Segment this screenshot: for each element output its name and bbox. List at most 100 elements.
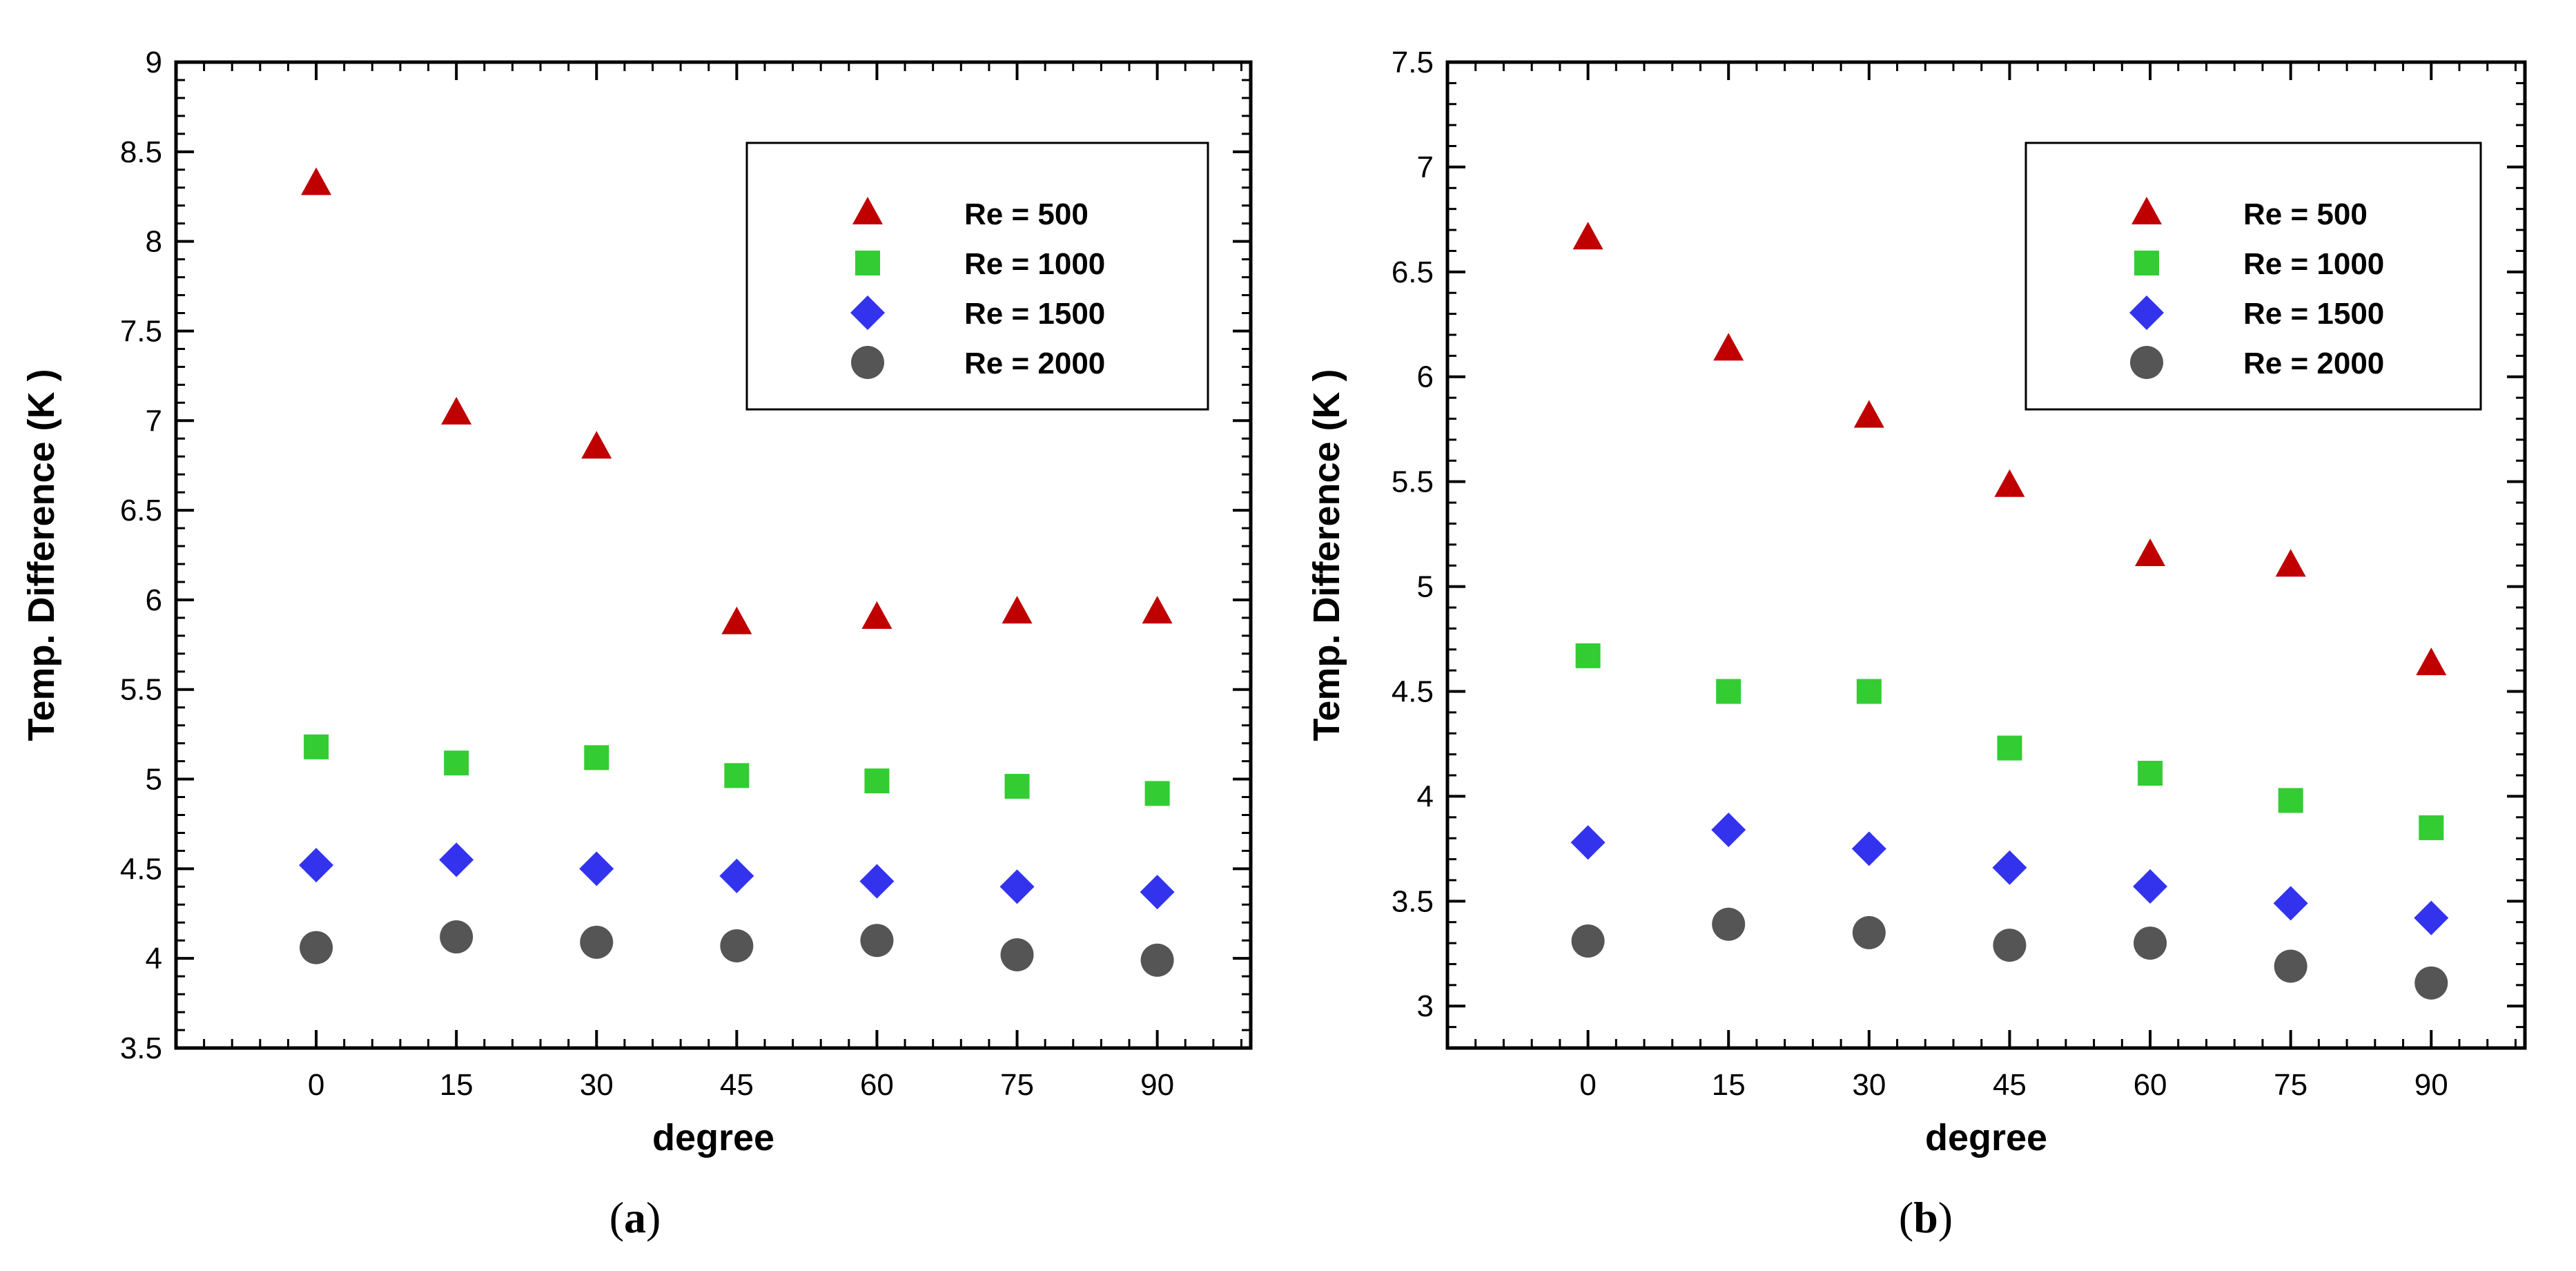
data-point xyxy=(724,763,750,788)
data-point xyxy=(2273,886,2308,921)
data-point xyxy=(861,601,892,629)
data-point xyxy=(2414,966,2448,1000)
y-tick-label: 4 xyxy=(1417,779,1434,813)
panel-label-close: ) xyxy=(646,1193,661,1242)
data-point xyxy=(439,842,474,877)
legend-marker xyxy=(2130,346,2163,379)
data-point xyxy=(299,848,334,883)
data-point xyxy=(1997,735,2022,761)
data-point xyxy=(1994,469,2025,497)
y-tick-label: 4 xyxy=(146,942,162,976)
legend-label: Re = 2000 xyxy=(964,347,1105,380)
data-point xyxy=(579,851,614,886)
panel-label-letter: a xyxy=(624,1193,646,1242)
legend-box xyxy=(2024,142,2482,411)
data-point xyxy=(581,431,612,459)
series-square xyxy=(304,734,1170,806)
data-point xyxy=(440,920,474,954)
data-point xyxy=(1144,781,1170,806)
x-tick-label: 60 xyxy=(2134,1068,2167,1102)
x-tick-label: 0 xyxy=(308,1068,324,1102)
panel-label: (a) xyxy=(609,1193,661,1242)
y-tick-label: 9 xyxy=(146,46,162,79)
legend-label: Re = 1000 xyxy=(2243,247,2384,281)
data-point xyxy=(1716,679,1741,704)
y-tick-label: 3.5 xyxy=(1392,884,1434,918)
y-tick-label: 6 xyxy=(146,583,162,617)
data-point xyxy=(1572,222,1603,250)
series-square xyxy=(1575,643,2444,840)
data-point xyxy=(2419,815,2444,840)
data-point xyxy=(999,869,1035,904)
data-point xyxy=(1992,850,2027,885)
legend-box xyxy=(745,142,1209,411)
y-tick-label: 8.5 xyxy=(120,135,162,169)
data-point xyxy=(2275,549,2306,577)
legend: Re = 500 Re = 1000 Re = 1500 Re = 2000 xyxy=(745,142,1209,411)
data-point xyxy=(864,768,890,794)
data-point xyxy=(1002,596,1033,624)
data-point xyxy=(1140,875,1175,910)
legend-label: Re = 500 xyxy=(964,197,1089,231)
y-tick-label: 7.5 xyxy=(120,314,162,348)
data-point xyxy=(1853,400,1884,428)
data-point xyxy=(1004,773,1030,799)
data-point xyxy=(720,929,754,963)
y-tick-label: 3 xyxy=(1417,989,1434,1023)
y-tick-label: 5 xyxy=(1417,570,1434,604)
data-point xyxy=(441,396,472,425)
series-diamond xyxy=(299,842,1175,910)
legend-marker xyxy=(2134,251,2159,275)
data-point xyxy=(1000,938,1034,971)
x-tick-label: 75 xyxy=(1000,1068,1034,1102)
x-tick-label: 90 xyxy=(2414,1068,2448,1102)
x-axis-title: degree xyxy=(1925,1117,2047,1158)
legend-marker xyxy=(850,295,885,330)
data-point xyxy=(444,750,469,776)
data-point xyxy=(580,925,614,959)
data-point xyxy=(1142,596,1173,624)
x-tick-label: 30 xyxy=(1852,1068,1886,1102)
data-point xyxy=(2278,788,2303,813)
panel-label-open: ( xyxy=(1899,1193,1913,1242)
y-axis-title: Temp. Difference (K ) xyxy=(1306,369,1347,741)
y-tick-label: 4.5 xyxy=(120,852,162,886)
y-tick-label: 5 xyxy=(146,763,162,797)
data-point xyxy=(1993,929,2027,962)
y-tick-label: 3.5 xyxy=(120,1031,162,1065)
data-point xyxy=(860,924,894,958)
chart-panel-a: 3.544.555.566.577.588.590 15 30 45 60 75 90deg… xyxy=(21,46,1253,1242)
data-point xyxy=(1851,831,1886,866)
legend-marker xyxy=(2131,197,2162,224)
legend-label: Re = 2000 xyxy=(2243,347,2384,380)
data-point xyxy=(1711,813,1746,848)
x-tick-label: 15 xyxy=(440,1068,474,1102)
data-point xyxy=(1575,643,1601,668)
x-tick-label: 0 xyxy=(1579,1068,1596,1102)
panel-label-close: ) xyxy=(1938,1193,1953,1242)
y-tick-label: 6.5 xyxy=(120,494,162,527)
plot-frame xyxy=(1445,60,2527,1050)
y-tick-label: 4.5 xyxy=(1392,675,1434,708)
x-tick-label: 30 xyxy=(580,1068,614,1102)
data-point xyxy=(584,745,609,770)
series-circle xyxy=(300,920,1174,977)
y-axis-title: Temp. Difference (K ) xyxy=(21,369,62,741)
data-point xyxy=(721,606,752,634)
y-tick-label: 5.5 xyxy=(1392,465,1434,499)
x-tick-label: 60 xyxy=(860,1068,894,1102)
x-tick-label: 15 xyxy=(1712,1068,1746,1102)
data-point xyxy=(2138,760,2163,786)
legend: Re = 500 Re = 1000 Re = 1500 Re = 2000 xyxy=(2024,142,2482,411)
data-point xyxy=(1712,907,1746,941)
series-triangle xyxy=(1572,222,2447,675)
plot-frame xyxy=(174,60,1253,1050)
data-point xyxy=(1852,915,1886,949)
y-tick-label: 6.5 xyxy=(1392,255,1434,289)
legend-label: Re = 1500 xyxy=(964,297,1105,331)
chart-panel-b: 3 3.5 4 4.5 5 5.5 6 6.5 7 7.5 0 15 30 45 60 75 90 degree T… xyxy=(1306,46,2527,1242)
y-tick-label: 7 xyxy=(146,404,162,438)
x-tick-label: 45 xyxy=(1993,1068,2027,1102)
data-point xyxy=(2416,647,2447,675)
